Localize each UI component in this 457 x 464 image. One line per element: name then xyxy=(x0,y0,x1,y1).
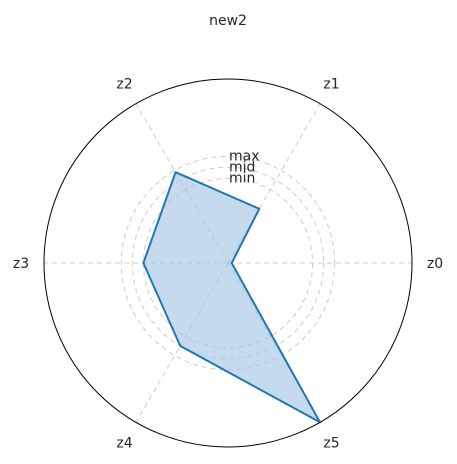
ring-label-mid: mid xyxy=(229,159,255,175)
ring-mid xyxy=(131,166,325,360)
axis-label-z2: z2 xyxy=(116,77,132,93)
axis-labels: z0 z1 z2 z3 z4 z5 xyxy=(13,77,443,452)
axis-label-z0: z0 xyxy=(427,256,443,272)
ring-label-min: min xyxy=(229,170,255,186)
axis-label-z1: z1 xyxy=(323,77,339,93)
ring-max xyxy=(120,155,336,371)
axis-label-z3: z3 xyxy=(13,256,29,272)
chart-title: new2 xyxy=(209,13,247,29)
outer-frame xyxy=(43,78,413,448)
axis-label-z4: z4 xyxy=(116,435,132,451)
ring-label-max: max xyxy=(229,148,260,164)
series-area-0 xyxy=(143,172,320,423)
axis-label-z5: z5 xyxy=(323,435,339,451)
